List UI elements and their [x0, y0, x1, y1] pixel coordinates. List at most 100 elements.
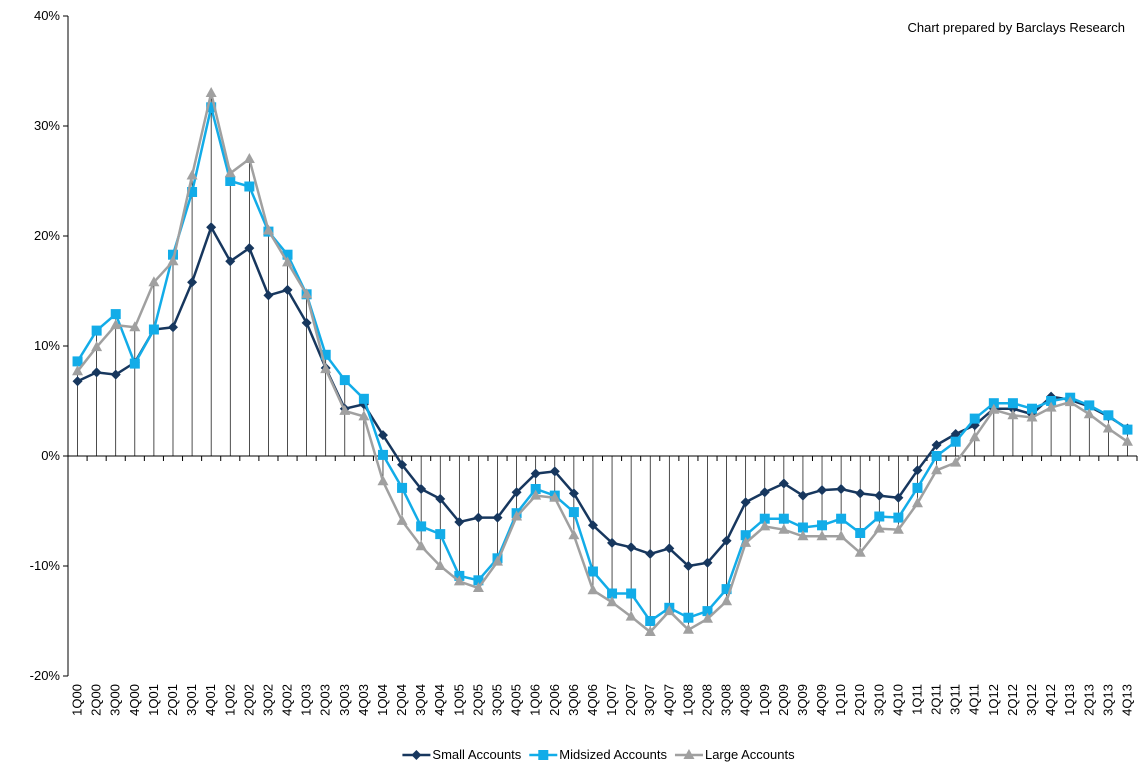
marker	[874, 511, 885, 522]
marker	[224, 167, 236, 178]
marker	[301, 288, 313, 299]
marker	[549, 466, 560, 477]
marker	[1045, 401, 1057, 412]
x-tick-label: 4Q02	[280, 684, 295, 716]
marker	[835, 530, 847, 541]
marker	[988, 403, 1000, 414]
marker	[397, 482, 408, 493]
marker	[816, 530, 828, 541]
marker	[377, 475, 389, 486]
x-tick-label: 3Q05	[490, 684, 505, 716]
x-tick-label: 4Q03	[356, 684, 371, 716]
marker	[1007, 409, 1019, 420]
y-tick-label: 20%	[34, 228, 60, 243]
x-tick-label: 3Q12	[1024, 684, 1039, 716]
x-tick-label: 4Q09	[814, 684, 829, 716]
marker	[434, 560, 446, 570]
marker	[1122, 424, 1133, 435]
marker	[1046, 396, 1057, 406]
x-tick-label: 4Q12	[1043, 684, 1058, 716]
marker	[969, 413, 980, 424]
marker	[205, 87, 217, 97]
series-line	[76, 92, 1129, 634]
x-tick-label: 2Q07	[623, 684, 638, 716]
x-tick-label: 1Q08	[680, 684, 695, 716]
x-tick-label: 1Q06	[528, 684, 543, 716]
marker	[263, 290, 274, 301]
x-tick-label: 1Q03	[299, 684, 314, 716]
x-tick-label: 3Q03	[337, 684, 352, 716]
marker	[797, 490, 808, 501]
marker	[91, 325, 102, 336]
marker	[1102, 422, 1114, 433]
x-tick-label: 1Q10	[833, 684, 848, 716]
marker	[759, 513, 770, 524]
x-tick-label: 1Q07	[604, 684, 619, 716]
marker	[1007, 398, 1018, 409]
marker	[148, 324, 159, 335]
x-tick-label: 1Q01	[146, 684, 161, 716]
marker	[606, 596, 618, 607]
x-tick-label: 2Q09	[776, 684, 791, 716]
marker	[683, 561, 694, 571]
legend-label: Small Accounts	[432, 747, 521, 762]
marker	[530, 489, 542, 500]
marker	[721, 584, 732, 595]
x-tick-label: 3Q10	[871, 684, 886, 716]
marker	[416, 484, 427, 494]
x-tick-label: 4Q04	[432, 684, 447, 716]
marker	[339, 404, 351, 415]
marker	[411, 750, 422, 760]
marker	[893, 492, 904, 503]
marker	[626, 542, 637, 553]
marker	[91, 341, 103, 352]
marker	[607, 537, 618, 548]
marker	[1084, 400, 1095, 411]
marker	[836, 484, 847, 494]
x-tick-label: 1Q00	[70, 684, 85, 716]
marker	[855, 528, 866, 538]
x-tick-label: 1Q13	[1062, 684, 1077, 716]
marker	[110, 369, 121, 380]
marker	[950, 436, 961, 447]
marker	[644, 626, 656, 636]
x-tick-label: 2Q11	[929, 684, 944, 715]
marker	[225, 176, 236, 186]
marker	[206, 102, 217, 113]
marker	[778, 513, 789, 524]
marker	[969, 431, 981, 442]
x-tick-label: 2Q12	[1005, 684, 1020, 716]
marker	[282, 249, 293, 260]
marker	[587, 566, 598, 577]
marker	[683, 749, 695, 759]
marker	[892, 523, 904, 534]
x-tick-label: 4Q07	[661, 684, 676, 716]
annotation: Chart prepared by Barclays Research	[908, 20, 1126, 35]
marker	[912, 482, 923, 493]
marker	[320, 349, 331, 360]
x-tick-label: 4Q13	[1119, 684, 1134, 716]
marker	[473, 575, 484, 586]
x-tick-label: 4Q11	[967, 684, 982, 715]
marker	[129, 358, 140, 369]
marker	[568, 488, 579, 499]
marker	[625, 610, 637, 621]
x-tick-label: 2Q04	[394, 684, 409, 716]
y-tick-label: 10%	[34, 338, 60, 353]
marker	[530, 468, 541, 479]
x-tick-label: 3Q01	[184, 684, 199, 716]
x-tick-label: 1Q05	[451, 684, 466, 716]
marker	[836, 513, 847, 524]
marker	[759, 520, 771, 531]
marker	[607, 588, 618, 599]
marker	[893, 512, 904, 523]
marker	[568, 529, 580, 540]
marker	[740, 530, 751, 541]
marker	[377, 430, 388, 441]
marker	[167, 255, 179, 266]
marker	[663, 605, 675, 616]
marker	[492, 512, 503, 523]
marker	[91, 367, 102, 378]
marker	[912, 465, 923, 476]
marker	[855, 488, 866, 499]
